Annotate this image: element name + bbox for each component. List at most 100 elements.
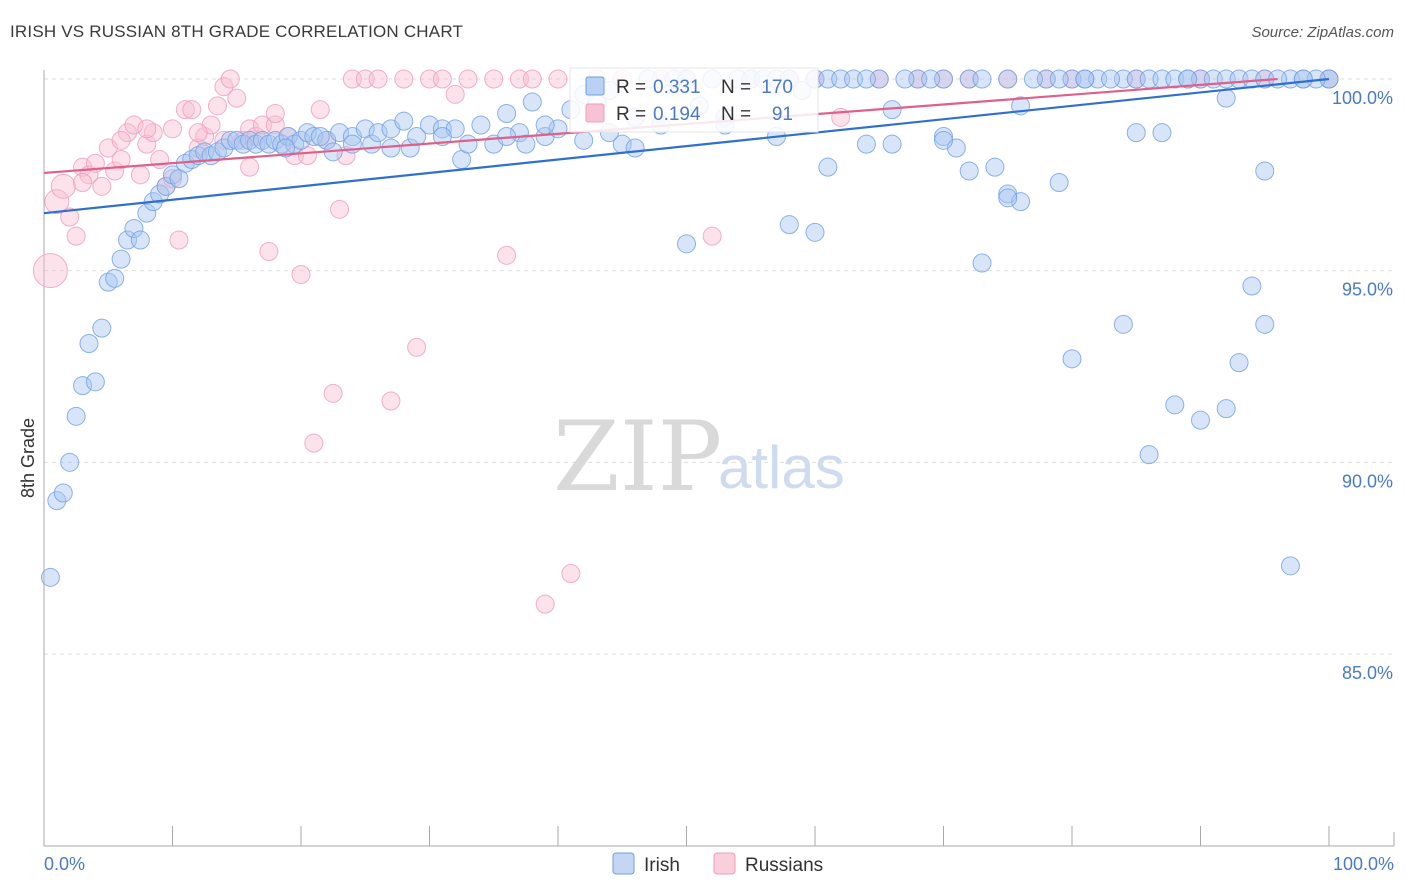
- irish-point: [677, 234, 696, 254]
- russians-point: [227, 88, 247, 108]
- russians-point: [60, 207, 80, 227]
- irish-point: [420, 115, 439, 135]
- irish-point: [625, 138, 645, 158]
- russians-point: [73, 173, 93, 192]
- irish-r-value: 0.331: [653, 77, 701, 98]
- irish-point: [1023, 69, 1043, 89]
- irish-point: [1113, 314, 1133, 334]
- russians-point: [66, 226, 86, 246]
- irish-n-value: 170: [761, 77, 793, 98]
- irish-point: [276, 138, 296, 158]
- irish-point: [394, 111, 414, 131]
- russians-point: [458, 69, 478, 89]
- russians-point: [304, 433, 324, 453]
- irish-point: [1255, 314, 1275, 334]
- irish-point: [1229, 353, 1249, 373]
- russians-point: [111, 150, 131, 169]
- irish-point: [60, 452, 80, 472]
- irish-point: [1255, 161, 1275, 181]
- russians-point: [111, 130, 131, 150]
- russians-point: [497, 245, 517, 265]
- russians-point: [432, 69, 452, 89]
- russians-point: [163, 119, 182, 139]
- y-tick-label: 100.0%: [1332, 88, 1393, 108]
- legend-irish-swatch: [612, 852, 635, 875]
- x-ticks: [43, 826, 1395, 846]
- irish-point: [220, 130, 240, 150]
- irish-point: [458, 134, 478, 154]
- irish-trend-line: [43, 77, 1330, 215]
- irish-point: [921, 69, 941, 89]
- irish-point: [1191, 410, 1210, 430]
- russians-point: [220, 69, 240, 89]
- irish-point: [779, 215, 799, 235]
- irish-stats-swatch: [585, 76, 605, 96]
- russians-point: [259, 242, 279, 261]
- irish-point: [79, 334, 99, 353]
- russians-point: [484, 69, 504, 89]
- russians-point: [310, 100, 330, 120]
- irish-point: [497, 104, 517, 123]
- irish-point: [92, 318, 112, 338]
- russians-point: [522, 69, 542, 89]
- irish-point: [1062, 349, 1082, 369]
- watermark-zip: ZIP: [553, 401, 722, 513]
- x-tick-label-end: 100.0%: [1333, 854, 1394, 874]
- russians-point: [265, 104, 285, 123]
- irish-point: [368, 123, 388, 143]
- russians-point: [92, 176, 112, 196]
- irish-point: [73, 376, 93, 396]
- russians-point: [381, 391, 401, 411]
- irish-point: [856, 69, 876, 89]
- irish-point: [895, 69, 915, 89]
- russians-point: [330, 199, 350, 219]
- russians-point: [291, 265, 311, 284]
- russians-point: [50, 173, 76, 199]
- axes: [43, 70, 1394, 847]
- russians-r-label: R =: [616, 104, 646, 125]
- russians-point: [548, 69, 568, 89]
- y-axis-label: 8th Grade: [18, 418, 38, 498]
- y-tick-label: 85.0%: [1342, 663, 1393, 683]
- irish-point: [1178, 69, 1198, 89]
- irish-point: [1280, 556, 1300, 576]
- russians-point: [323, 383, 343, 403]
- irish-point: [400, 138, 420, 158]
- irish-point: [856, 134, 876, 154]
- russians-point: [169, 230, 189, 250]
- watermark-atlas: atlas: [718, 434, 845, 501]
- irish-point: [516, 134, 536, 154]
- irish-point: [304, 127, 324, 146]
- chart-title: IRISH VS RUSSIAN 8TH GRADE CORRELATION C…: [10, 22, 464, 41]
- irish-point: [278, 127, 298, 146]
- irish-point: [998, 69, 1018, 89]
- irish-point: [432, 127, 452, 146]
- russians-point: [182, 100, 202, 120]
- irish-point: [85, 372, 105, 392]
- russians-point: [394, 69, 414, 89]
- russians-point: [73, 157, 93, 177]
- stats-legend: R = 0.331 N = 170 R = 0.194 N = 91: [569, 67, 819, 133]
- irish-point: [40, 567, 60, 587]
- russians-point: [265, 115, 285, 135]
- irish-point: [471, 115, 491, 135]
- russians-n-label: N =: [721, 104, 751, 125]
- irish-point: [574, 130, 594, 150]
- irish-point: [1242, 276, 1262, 296]
- irish-point: [959, 161, 979, 181]
- irish-point: [972, 69, 992, 89]
- russians-point: [368, 69, 388, 89]
- irish-point: [124, 219, 144, 238]
- russians-stats-swatch: [585, 103, 605, 123]
- irish-point: [1049, 173, 1069, 192]
- irish-point: [535, 115, 555, 135]
- legend-irish-label: Irish: [644, 855, 680, 876]
- irish-n-label: N =: [721, 77, 751, 98]
- russians-point: [137, 134, 157, 154]
- y-tick-label: 90.0%: [1342, 471, 1393, 491]
- irish-point: [66, 406, 86, 426]
- russians-point: [207, 96, 227, 116]
- x-tick-label-start: 0.0%: [44, 854, 85, 874]
- russians-point: [137, 119, 157, 139]
